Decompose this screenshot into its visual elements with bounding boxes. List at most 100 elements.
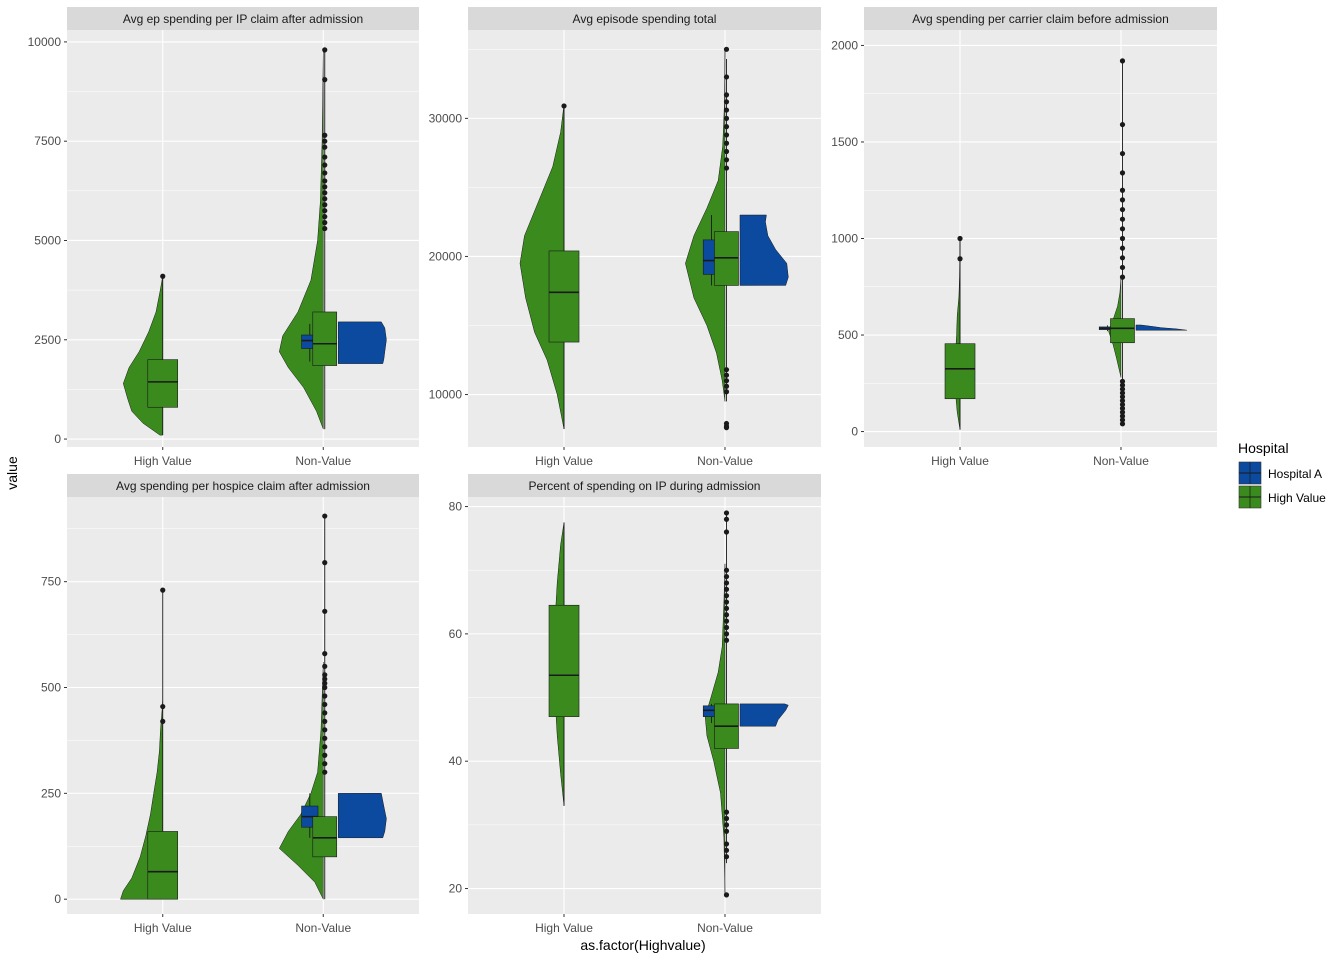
high-value-outliers [160, 587, 166, 724]
outlier-point [322, 718, 328, 724]
panel-strip [468, 474, 821, 497]
panel-strip [468, 7, 821, 30]
outlier-point [1119, 409, 1126, 415]
outlier-point [322, 132, 328, 138]
non-value-violin [685, 49, 726, 402]
outlier-point [723, 107, 730, 113]
outlier-point [322, 170, 328, 176]
outlier-point [1119, 58, 1126, 64]
outlier-point [322, 761, 328, 767]
outlier-point [322, 676, 328, 682]
panel-title: Avg spending per carrier claim before ad… [912, 12, 1169, 26]
outlier-point [322, 162, 328, 168]
hospital-a-cloud [1135, 324, 1187, 331]
outlier-point [1119, 226, 1126, 232]
outlier-point [322, 701, 328, 708]
outlier-point [723, 389, 730, 395]
outlier-point [723, 624, 730, 631]
outlier-point [160, 273, 166, 279]
outlier-point [1119, 405, 1126, 411]
outlier-point [723, 148, 730, 155]
outlier-point [723, 92, 730, 98]
outlier-point [322, 672, 328, 678]
panel-title: Avg spending per hospice claim after adm… [116, 479, 370, 493]
panel-title: Avg ep spending per IP claim after admis… [123, 12, 363, 26]
non-value-outliers [1119, 58, 1126, 427]
outlier-point [1119, 187, 1126, 193]
outlier-point [1119, 150, 1126, 157]
outlier-point [322, 769, 328, 775]
outlier-point [723, 567, 730, 573]
y-tick-label: 10000 [28, 35, 62, 49]
high-value-boxplot [147, 276, 179, 436]
panel-strip [864, 7, 1217, 30]
outlier-point [723, 841, 730, 847]
outlier-point [723, 822, 730, 828]
outlier-point [723, 378, 730, 384]
y-tick-label: 1500 [831, 135, 858, 149]
outlier-point [322, 735, 328, 741]
outlier-point [723, 165, 730, 171]
panel-strip [67, 7, 419, 30]
outlier-point [723, 612, 730, 618]
x-tick-label-high-value: High Value [134, 921, 192, 935]
outlier-point [1119, 417, 1126, 423]
outlier-point [723, 516, 730, 522]
y-tick-label: 250 [41, 786, 61, 800]
x-tick-label-high-value: High Value [931, 454, 989, 468]
outlier-point [723, 815, 730, 822]
outlier-point [322, 220, 328, 226]
outlier-point [723, 605, 730, 612]
x-tick-label-non-value: Non-Value [697, 921, 753, 935]
non-value-outliers [322, 47, 328, 232]
x-tick-label-high-value: High Value [134, 454, 192, 468]
outlier-point [322, 47, 328, 53]
y-tick-label: 0 [54, 432, 61, 446]
legend-key-high-value [1238, 485, 1262, 509]
outlier-point [723, 580, 730, 586]
panel-2: Avg episode spending total 10000 20000 3000… [429, 7, 821, 468]
outlier-point [723, 115, 730, 121]
y-axis-title: value [4, 456, 20, 490]
outlier-point [322, 727, 328, 733]
outlier-point [322, 560, 328, 566]
panel-background [67, 30, 419, 447]
outlier-point [957, 256, 963, 262]
hospital-a-cloud [739, 703, 789, 727]
hospital-a-cloud [739, 214, 789, 286]
outlier-point [1119, 216, 1126, 222]
panel-5: Percent of spending on IP during admissi… [449, 474, 821, 935]
outlier-point [723, 599, 730, 605]
outlier-point [322, 190, 328, 196]
outlier-point [723, 74, 730, 80]
outlier-point [723, 140, 730, 146]
outlier-point [1119, 235, 1126, 242]
legend-key-hospital-a [1238, 461, 1262, 485]
outlier-point [1119, 197, 1126, 203]
outlier-point [723, 573, 730, 580]
outlier-point [723, 828, 730, 834]
outlier-point [723, 529, 730, 535]
outlier-point [1119, 394, 1126, 400]
x-axis-title: as.factor(Highvalue) [580, 937, 705, 953]
panel-1: Avg ep spending per IP claim after admis… [28, 7, 419, 468]
outlier-point [322, 663, 328, 669]
y-tick-label: 1000 [831, 232, 858, 246]
box [147, 359, 179, 408]
outlier-point [160, 718, 166, 724]
outlier-point [723, 124, 730, 130]
outlier-point [723, 99, 730, 105]
outlier-point [322, 693, 328, 699]
y-tick-label: 80 [449, 500, 463, 514]
outlier-point [322, 154, 328, 160]
outlier-point [322, 752, 328, 758]
outlier-point [1119, 413, 1126, 419]
outlier-point [1119, 386, 1126, 392]
box [548, 604, 580, 717]
panel-title: Percent of spending on IP during admissi… [529, 479, 761, 493]
outlier-point [723, 809, 730, 815]
outlier-point [1119, 421, 1126, 427]
y-tick-label: 750 [41, 575, 61, 589]
outlier-point [723, 46, 730, 52]
outlier-point [723, 593, 730, 599]
